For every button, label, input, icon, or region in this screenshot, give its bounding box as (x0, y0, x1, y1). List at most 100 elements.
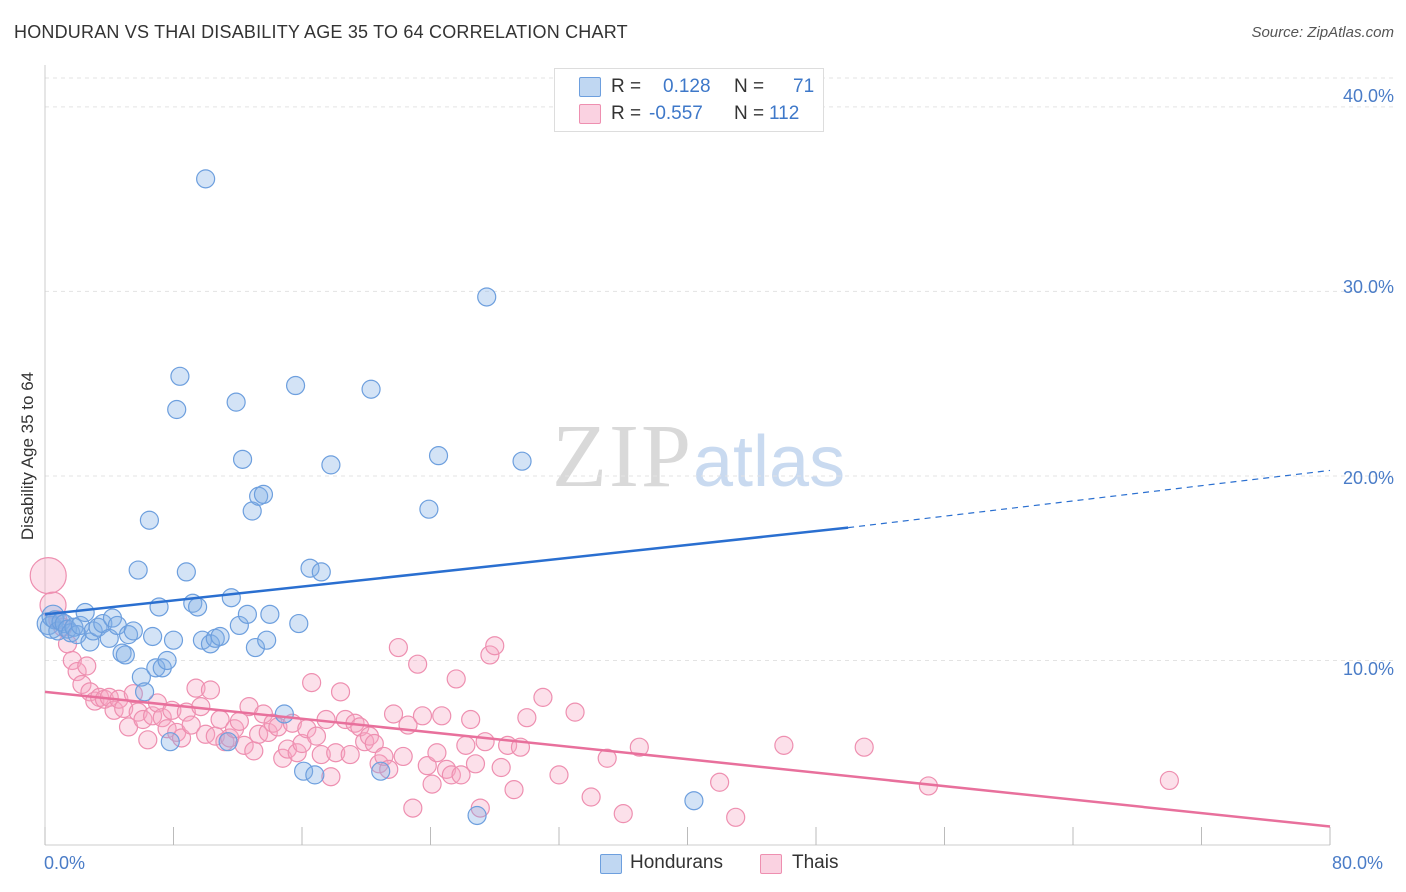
hondurans-point (428, 446, 449, 466)
y-axis-label: Disability Age 35 to 64 (18, 371, 37, 541)
thais-point (181, 715, 201, 735)
thais-point (412, 706, 433, 726)
thais-point (273, 748, 293, 768)
hondurans-trend-extension (848, 469, 1331, 529)
hondurans-points (36, 169, 704, 826)
hondurans-point (123, 621, 143, 641)
thais-point (287, 743, 307, 763)
thais-point (302, 673, 322, 693)
thais-point (152, 708, 172, 728)
hondurans-point (232, 449, 253, 469)
thais-point (517, 708, 537, 728)
hondurans-point (226, 392, 246, 412)
thais-point (465, 754, 486, 774)
thais-point (388, 637, 408, 658)
n-label: N = (734, 103, 765, 124)
hondurans-point (371, 761, 391, 781)
hondurans-point (163, 630, 184, 650)
thais-point (422, 774, 442, 794)
thais-trend-line (44, 690, 1331, 828)
hondurans-point (260, 604, 280, 624)
thais-point (186, 678, 206, 698)
thais-point (258, 722, 278, 743)
thais-point (597, 748, 617, 768)
axes (44, 65, 1331, 846)
hondurans-point (143, 626, 163, 647)
hondurans-point (170, 366, 190, 386)
thais-point (446, 669, 466, 689)
thais-point (710, 772, 730, 792)
thais-point (379, 759, 399, 779)
thais-point (408, 654, 428, 674)
thais-point (196, 724, 216, 744)
thais-point (326, 743, 346, 763)
thais-point (77, 656, 97, 676)
thais-point (234, 735, 254, 755)
thais-point (249, 724, 269, 744)
thais-point (321, 767, 341, 787)
thais-point (330, 682, 351, 702)
r-value: 0.128 (663, 76, 711, 97)
hondurans-point (684, 791, 704, 811)
hondurans-point (131, 667, 151, 687)
hondurans-point (187, 597, 208, 617)
hondurans-point (274, 704, 294, 724)
thais-point (854, 737, 874, 757)
thais-point (200, 680, 221, 700)
hondurans-point (218, 732, 238, 752)
thais-point (133, 709, 153, 730)
hondurans-trend-line (44, 526, 849, 616)
thais-point (62, 650, 82, 671)
trend-lines (44, 469, 1331, 828)
thais-point (726, 807, 746, 827)
thais-point (475, 732, 495, 752)
hondurans-point (237, 604, 257, 624)
hondurans-point (210, 626, 230, 647)
thais-point (504, 780, 524, 800)
hondurans-point (245, 637, 266, 658)
thais-point (581, 787, 601, 807)
hondurans-point (512, 451, 532, 471)
hondurans-point (75, 602, 95, 623)
n-label: N = (734, 76, 765, 97)
hondurans-point (253, 484, 274, 505)
thais-point (613, 804, 633, 824)
hondurans-point (311, 562, 331, 582)
thais-swatch (579, 104, 601, 124)
thais-point (549, 765, 569, 785)
thais-point (104, 700, 124, 720)
hondurans-point (467, 805, 487, 826)
x-tick-label-max: 80.0% (1332, 853, 1384, 873)
thais-point (456, 735, 476, 755)
thais-point (171, 728, 192, 748)
thais-point (138, 730, 158, 750)
thais-point (533, 687, 553, 707)
grid-lines (45, 77, 1395, 661)
watermark: ZIPatlas (552, 405, 845, 508)
thais-point (565, 702, 585, 722)
thais-point (277, 739, 298, 759)
thais-point (383, 704, 404, 724)
x-tick-label-min: 0.0% (44, 853, 86, 873)
thais-point (480, 645, 500, 665)
hondurans-swatch (579, 77, 601, 97)
hondurans-point (285, 375, 306, 396)
thais-legend-label: Thais (792, 852, 839, 873)
thais-point (774, 735, 794, 755)
thais-point (403, 798, 423, 818)
hondurans-point (146, 658, 166, 678)
y-tick-label-10: 10.0% (1342, 659, 1394, 679)
hondurans-point (167, 399, 187, 420)
hondurans-point (294, 761, 314, 781)
source-label: Source: ZipAtlas.com (1251, 24, 1394, 41)
hondurans-point (80, 632, 100, 652)
thais-point (461, 709, 481, 730)
hondurans-point (112, 643, 132, 663)
hondurans-point (196, 169, 216, 189)
chart-title: HONDURAN VS THAI DISABILITY AGE 35 TO 64… (14, 22, 628, 42)
thais-point (432, 706, 452, 726)
hondurans-point (229, 615, 249, 636)
thais-point (485, 636, 505, 656)
hondurans-point (160, 732, 180, 752)
thais-point (244, 741, 264, 761)
